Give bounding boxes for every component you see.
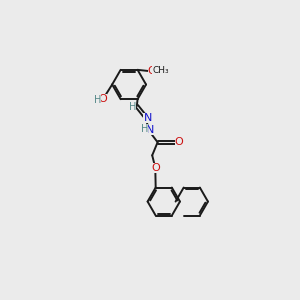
Text: H: H	[128, 102, 136, 112]
Text: O: O	[99, 94, 107, 104]
Text: H: H	[94, 95, 101, 105]
Text: CH₃: CH₃	[152, 66, 169, 75]
Text: O: O	[151, 163, 160, 173]
Text: N: N	[143, 112, 152, 123]
Text: O: O	[148, 66, 157, 76]
Text: O: O	[175, 137, 184, 147]
Text: N: N	[146, 125, 154, 135]
Text: H: H	[141, 124, 148, 134]
